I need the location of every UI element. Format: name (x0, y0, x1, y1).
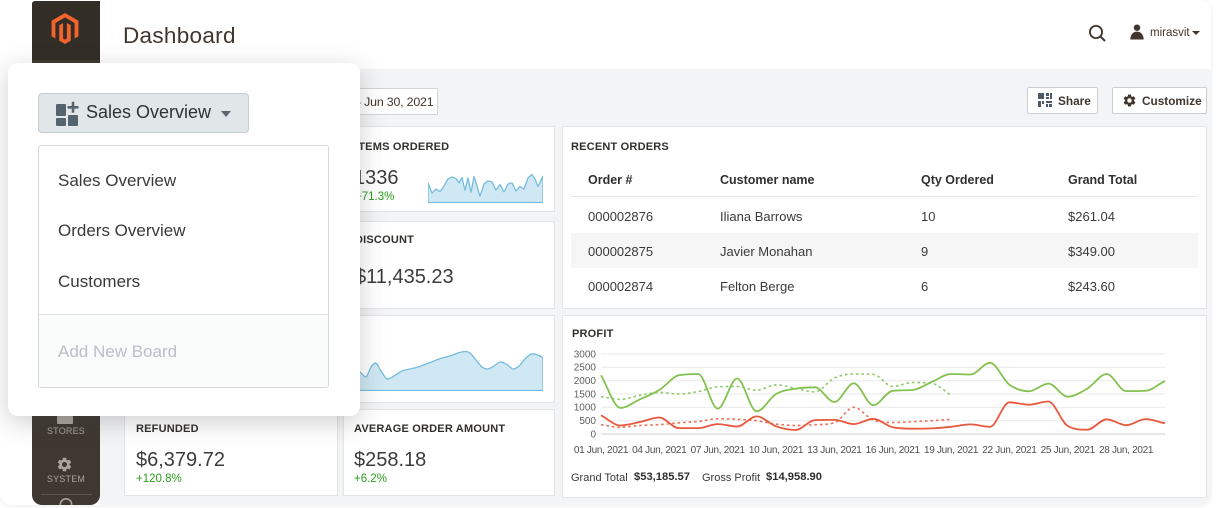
svg-text:1500: 1500 (574, 389, 597, 400)
svg-text:19 Jun, 2021: 19 Jun, 2021 (924, 445, 979, 456)
svg-text:04 Jun, 2021: 04 Jun, 2021 (632, 445, 687, 456)
svg-text:25 Jun, 2021: 25 Jun, 2021 (1041, 445, 1096, 456)
svg-text:2000: 2000 (574, 376, 597, 387)
svg-text:07 Jun, 2021: 07 Jun, 2021 (691, 445, 746, 456)
svg-text:10 Jun, 2021: 10 Jun, 2021 (749, 445, 804, 456)
svg-text:1000: 1000 (574, 403, 597, 414)
svg-text:13 Jun, 2021: 13 Jun, 2021 (807, 445, 862, 456)
svg-text:0: 0 (590, 429, 596, 440)
svg-text:01 Jun, 2021: 01 Jun, 2021 (574, 445, 629, 456)
svg-text:16 Jun, 2021: 16 Jun, 2021 (866, 445, 921, 456)
svg-text:3000: 3000 (574, 349, 597, 360)
svg-text:2500: 2500 (574, 363, 597, 374)
svg-text:500: 500 (579, 416, 596, 427)
svg-text:28 Jun, 2021: 28 Jun, 2021 (1099, 445, 1154, 456)
svg-text:22 Jun, 2021: 22 Jun, 2021 (982, 445, 1037, 456)
